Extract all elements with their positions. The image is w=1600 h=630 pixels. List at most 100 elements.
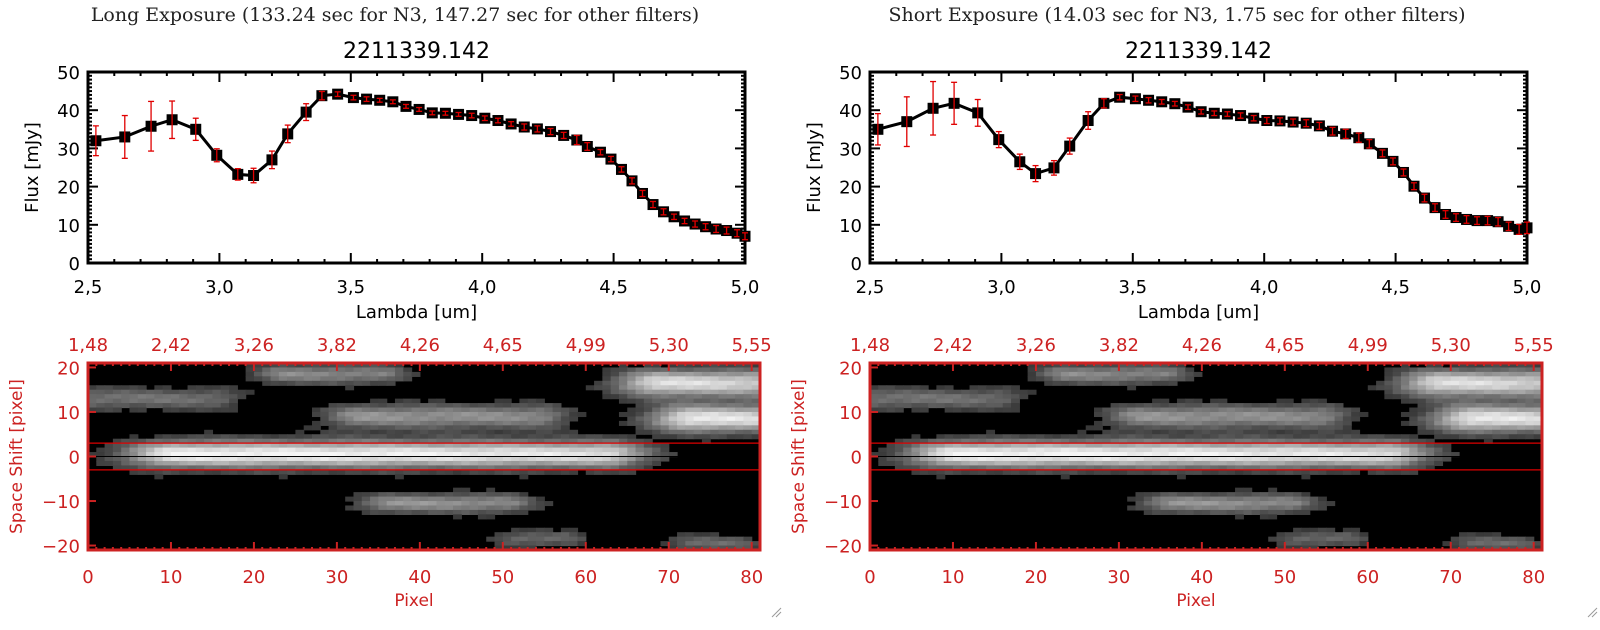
image-pixel [1384,376,1394,382]
image-pixel [204,465,214,471]
image-pixel [1326,456,1336,462]
image-pixel [894,460,904,467]
image-pixel [1185,403,1195,409]
resize-grip-icon[interactable] [770,606,782,618]
image-pixel [618,460,628,467]
image-pixel [494,545,504,551]
image-pixel [137,469,147,475]
image-pixel [270,380,280,386]
image-pixel [677,545,686,551]
image-pixel [870,452,879,458]
image-pixel [212,465,222,471]
image-pixel [469,447,479,453]
image-pixel [477,452,487,458]
image-pixel [1251,429,1261,435]
image-pixel [511,545,521,551]
image-pixel [1450,385,1460,391]
image-pixel [1019,456,1029,462]
image-pixel [295,429,305,435]
error-bar [1290,118,1297,126]
image-pixel [1176,438,1186,444]
image-pixel [1127,420,1137,426]
image-pixel [1168,403,1178,409]
image-pixel [577,456,587,462]
image-pixel [1475,536,1485,542]
image-pixel [743,411,753,418]
y-tick-label: 20 [839,358,862,379]
image-pixel [1226,429,1236,435]
image-pixel [1035,376,1045,382]
image-pixel [1085,376,1095,382]
image-pixel [944,407,954,413]
image-pixel [328,371,338,377]
image-pixel [1376,380,1385,386]
image-pixel [1376,434,1385,440]
image-pixel [1235,434,1244,440]
error-bar [1316,121,1323,130]
image-pixel [444,434,454,440]
image-pixel [428,456,438,462]
image-pixel [1035,371,1045,377]
image-pixel [1259,443,1269,449]
image-pixel [693,425,703,431]
image-pixel [486,501,496,507]
image-pixel [270,434,280,440]
image-pixel [212,456,222,462]
image-pixel [312,380,321,386]
top-x-tick-label: 4,26 [1182,335,1222,356]
image-pixel [1052,363,1062,369]
image-pixel [1002,434,1012,440]
image-pixel [1309,536,1319,542]
image-pixel [618,465,628,471]
image-pixel [911,438,921,444]
image-pixel [511,492,521,498]
image-pixel [652,434,662,440]
image-pixel [652,420,662,426]
image-pixel [320,443,330,449]
image-pixel [1069,371,1079,377]
image-pixel [370,376,379,382]
image-pixel [585,438,595,444]
image-pixel [112,389,122,395]
image-pixel [212,434,222,440]
image-pixel [1450,407,1460,413]
image-pixel [1293,460,1303,467]
image-pixel [1102,367,1112,373]
image-pixel [886,407,896,413]
image-pixel [1500,389,1510,395]
image-pixel [121,394,131,400]
image-pixel [1118,425,1128,431]
image-pixel [718,394,728,400]
image-pixel [1284,496,1294,502]
image-pixel [1118,460,1128,467]
image-pixel [403,398,413,404]
image-pixel [1085,469,1095,475]
image-pixel [220,438,230,444]
image-pixel [577,452,587,458]
y-tick-label: 20 [57,178,80,199]
image-pixel [212,398,222,404]
image-pixel [627,367,637,373]
image-pixel [743,545,753,551]
image-pixel [911,447,921,453]
image-pixel [1226,420,1236,426]
image-pixel [394,501,404,507]
image-pixel [486,465,496,471]
image-pixel [1434,411,1444,418]
image-pixel [1492,532,1502,538]
image-pixel [1160,371,1170,377]
image-pixel [295,434,305,440]
image-pixel [1011,452,1020,458]
image-pixel [710,380,720,386]
image-pixel [486,411,496,418]
image-pixel [1517,389,1527,395]
image-pixel [511,447,521,453]
image-pixel [701,389,711,395]
resize-grip-icon[interactable] [1586,606,1598,618]
image-pixel [1118,380,1128,386]
image-pixel [1508,394,1518,400]
image-pixel [245,367,255,373]
image-pixel [1400,398,1410,404]
image-pixel [1425,456,1435,462]
image-pixel [204,460,214,467]
